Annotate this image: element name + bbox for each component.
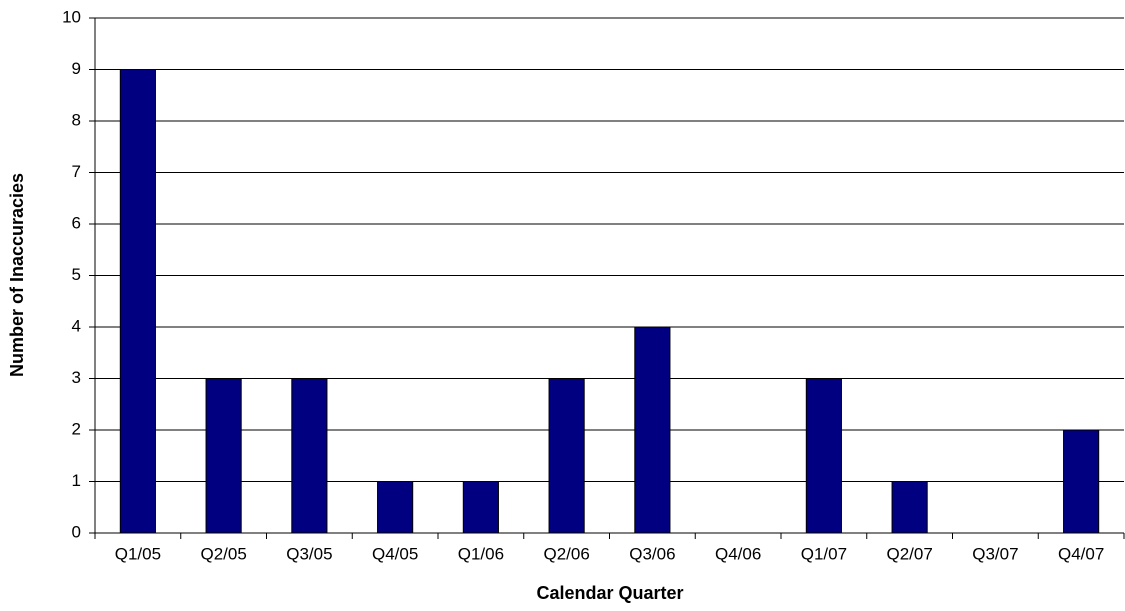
- bar: [291, 378, 328, 534]
- x-tick-label: Q1/05: [115, 544, 161, 563]
- x-tick-label: Q4/07: [1058, 544, 1104, 563]
- y-tick-label: 10: [62, 7, 81, 26]
- y-tick-label: 4: [72, 316, 81, 335]
- x-tick-label: Q3/06: [629, 544, 675, 563]
- y-axis-title: Number of Inaccuracies: [7, 173, 27, 377]
- y-tick-label: 8: [72, 110, 81, 129]
- x-tick-label: Q1/06: [458, 544, 504, 563]
- bar: [548, 378, 585, 534]
- x-tick-label: Q3/05: [286, 544, 332, 563]
- y-tick-label: 7: [72, 162, 81, 181]
- x-tick-label: Q1/07: [801, 544, 847, 563]
- y-tick-label: 2: [72, 419, 81, 438]
- y-tick-label: 3: [72, 368, 81, 387]
- x-tick-label: Q4/05: [372, 544, 418, 563]
- bar: [1063, 429, 1100, 534]
- bar: [205, 378, 242, 534]
- x-tick-label: Q2/06: [543, 544, 589, 563]
- y-tick-label: 0: [72, 522, 81, 541]
- bar: [377, 481, 414, 534]
- y-tick-label: 9: [72, 59, 81, 78]
- bar: [805, 378, 842, 534]
- y-tick-label: 5: [72, 265, 81, 284]
- x-tick-label: Q4/06: [715, 544, 761, 563]
- bar: [891, 481, 928, 534]
- x-tick-label: Q3/07: [972, 544, 1018, 563]
- bar: [634, 326, 671, 534]
- bar: [462, 481, 499, 534]
- y-tick-label: 1: [72, 471, 81, 490]
- x-tick-label: Q2/07: [886, 544, 932, 563]
- y-tick-label: 6: [72, 213, 81, 232]
- x-axis-title: Calendar Quarter: [536, 583, 683, 603]
- x-tick-label: Q2/05: [200, 544, 246, 563]
- bar: [119, 69, 156, 534]
